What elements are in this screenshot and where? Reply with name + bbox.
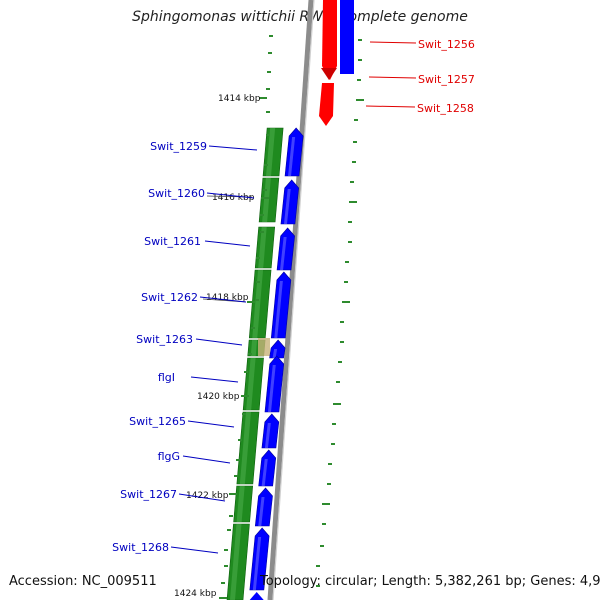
gene-label-left: Swit_1260	[148, 187, 205, 200]
gene-label-line-right	[368, 76, 417, 79]
gene-green-highlight	[250, 340, 258, 356]
kbp-label: 1416 kbp	[212, 193, 255, 203]
cds-blue-highlight	[283, 189, 291, 224]
kbp-label: 1422 kbp	[186, 491, 229, 501]
cds-red-arrowhead	[321, 68, 337, 80]
gene-label-line-left	[190, 376, 239, 383]
gene-label-left: Swit_1267	[120, 488, 177, 501]
gene-label-line-left	[208, 145, 258, 151]
gene-label-right: Swit_1257	[418, 73, 475, 86]
gene-label-line-right	[365, 105, 416, 108]
cds-blue-highlight	[288, 137, 296, 176]
cds-red-1258	[319, 83, 334, 126]
topology-text: Topology: circular; Length: 5,382,261 bp…	[260, 574, 600, 589]
gene-label-left: Swit_1261	[144, 235, 201, 248]
gene-label-line-left	[199, 296, 247, 303]
gene-label-right: Swit_1258	[417, 102, 474, 115]
gene-green-highlight	[262, 178, 271, 222]
gene-tan-block	[258, 338, 270, 356]
gene-green-highlight	[230, 524, 242, 600]
map-title: Sphingomonas wittichii RW1, complete gen…	[132, 9, 468, 25]
cds-blue-arrow	[269, 339, 286, 359]
cds-blue-top	[340, 0, 354, 74]
gene-label-line-left	[195, 338, 243, 346]
cds-blue-arrow-partial	[249, 592, 264, 600]
gene-label-line-left	[206, 192, 255, 199]
gene-label-left: Swit_1265	[129, 415, 186, 428]
backbone-line	[267, 0, 314, 600]
gene-label-left: flgG	[158, 450, 180, 463]
cds-blue-highlight	[261, 459, 268, 486]
gene-green-highlight	[236, 486, 245, 522]
accession-text: Accession: NC_009511	[9, 574, 157, 589]
cds-blue-arrow	[258, 449, 277, 487]
cds-red-1256	[322, 0, 337, 80]
gene-label-line-left	[204, 240, 251, 247]
gene-label-line-right	[369, 41, 417, 44]
gene-label-line-left	[187, 420, 235, 428]
cds-blue-highlight	[267, 365, 276, 412]
cds-blue-highlight	[272, 349, 278, 358]
kbp-label: 1414 kbp	[218, 94, 261, 104]
gene-green-highlight	[258, 227, 267, 268]
gene-label-line-left	[170, 546, 219, 554]
cds-blue-arrow	[261, 413, 280, 449]
cds-blue-arrow	[254, 487, 273, 527]
kbp-label: 1418 kbp	[206, 293, 249, 303]
cds-blue-highlight	[280, 237, 287, 270]
gene-green-highlight	[239, 412, 251, 484]
gene-green-highlight	[266, 128, 276, 176]
kbp-label: 1420 kbp	[197, 392, 240, 402]
gene-label-right: Swit_1256	[418, 38, 475, 51]
gene-label-left: Swit_1262	[141, 291, 198, 304]
gene-label-left: flgI	[158, 371, 175, 384]
gene-green-highlight	[252, 270, 264, 338]
gene-label-line-left	[182, 455, 231, 464]
gene-label-line-left	[178, 493, 226, 502]
gene-label-left: Swit_1263	[136, 333, 193, 346]
gene-label-left: Swit_1259	[150, 140, 207, 153]
cds-blue-highlight	[258, 497, 265, 526]
cds-blue-arrow	[276, 227, 295, 271]
kbp-label: 1424 kbp	[174, 589, 217, 599]
backbone-highlight	[272, 0, 315, 600]
cds-blue-highlight	[264, 423, 271, 448]
cds-blue-highlight	[252, 537, 262, 590]
gene-label-left: Swit_1268	[112, 541, 169, 554]
cds-blue-highlight	[274, 281, 283, 338]
